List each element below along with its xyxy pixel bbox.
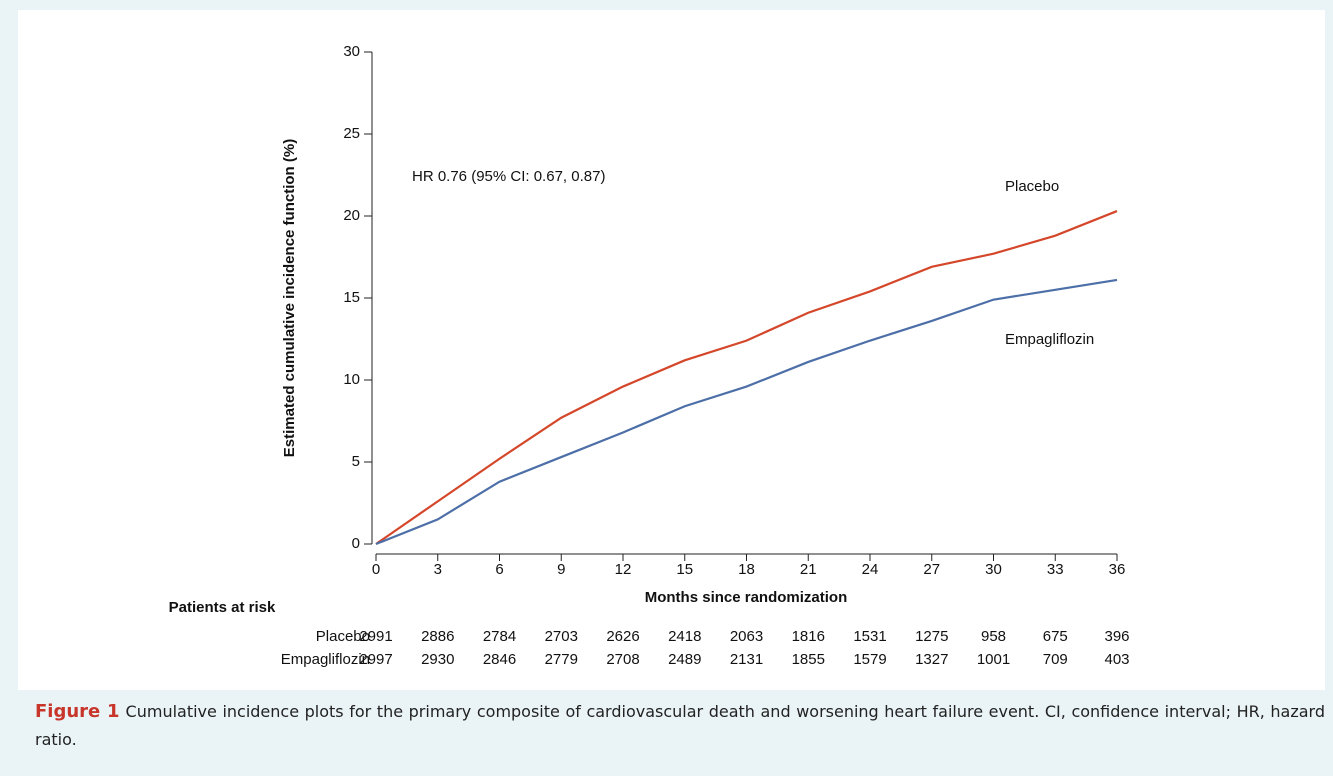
- risk-row-name: Placebo: [316, 628, 370, 645]
- y-tick-label: 30: [343, 43, 360, 60]
- risk-value: 709: [1043, 651, 1068, 668]
- series-line: [375, 210, 1118, 545]
- series-label: Empagliflozin: [1005, 331, 1094, 348]
- risk-row-name: Empagliflozin: [281, 651, 370, 668]
- x-tick-label: 12: [615, 561, 632, 578]
- annotation: HR 0.76 (95% CI: 0.67, 0.87): [412, 168, 605, 185]
- y-tick-label: 5: [352, 453, 360, 470]
- risk-title: Patients at risk: [169, 599, 276, 616]
- caption-text: Cumulative incidence plots for the prima…: [35, 702, 1326, 749]
- risk-value: 2846: [483, 651, 516, 668]
- risk-value: 2930: [421, 651, 454, 668]
- chart: Estimated cumulative incidence function …: [18, 10, 1325, 690]
- risk-value: 1327: [915, 651, 948, 668]
- risk-value: 1579: [853, 651, 886, 668]
- risk-value: 1531: [853, 628, 886, 645]
- y-axis-label: Estimated cumulative incidence function …: [281, 139, 298, 457]
- x-tick-label: 0: [372, 561, 380, 578]
- y-tick-label: 10: [343, 371, 360, 388]
- x-axis-label: Months since randomization: [645, 589, 848, 606]
- x-tick-label: 18: [738, 561, 755, 578]
- x-tick-label: 3: [434, 561, 442, 578]
- x-tick-label: 21: [800, 561, 817, 578]
- x-tick-label: 33: [1047, 561, 1064, 578]
- risk-value: 396: [1104, 628, 1129, 645]
- x-tick-label: 24: [862, 561, 879, 578]
- risk-value: 2886: [421, 628, 454, 645]
- x-tick-label: 27: [923, 561, 940, 578]
- y-tick-label: 0: [352, 535, 360, 552]
- risk-value: 1275: [915, 628, 948, 645]
- x-tick-label: 9: [557, 561, 565, 578]
- x-tick-label: 36: [1109, 561, 1126, 578]
- risk-value: 2703: [545, 628, 578, 645]
- caption-label: Figure 1: [35, 701, 120, 722]
- risk-value: 1816: [792, 628, 825, 645]
- risk-value: 2063: [730, 628, 763, 645]
- caption: Figure 1 Cumulative incidence plots for t…: [35, 698, 1325, 754]
- risk-value: 2418: [668, 628, 701, 645]
- risk-value: 2997: [359, 651, 392, 668]
- risk-value: 403: [1104, 651, 1129, 668]
- x-tick-label: 15: [676, 561, 693, 578]
- y-tick-label: 25: [343, 125, 360, 142]
- x-tick-label: 6: [495, 561, 503, 578]
- risk-value: 675: [1043, 628, 1068, 645]
- risk-value: 2131: [730, 651, 763, 668]
- y-tick-label: 20: [343, 207, 360, 224]
- series-line: [375, 278, 1118, 546]
- series-label: Placebo: [1005, 178, 1059, 195]
- y-tick-label: 15: [343, 289, 360, 306]
- risk-value: 2784: [483, 628, 516, 645]
- risk-value: 2708: [606, 651, 639, 668]
- risk-value: 1001: [977, 651, 1010, 668]
- risk-value: 2626: [606, 628, 639, 645]
- panel: [18, 10, 1325, 690]
- risk-value: 1855: [792, 651, 825, 668]
- risk-value: 2991: [359, 628, 392, 645]
- risk-value: 2779: [545, 651, 578, 668]
- x-tick-label: 30: [985, 561, 1002, 578]
- risk-value: 958: [981, 628, 1006, 645]
- risk-value: 2489: [668, 651, 701, 668]
